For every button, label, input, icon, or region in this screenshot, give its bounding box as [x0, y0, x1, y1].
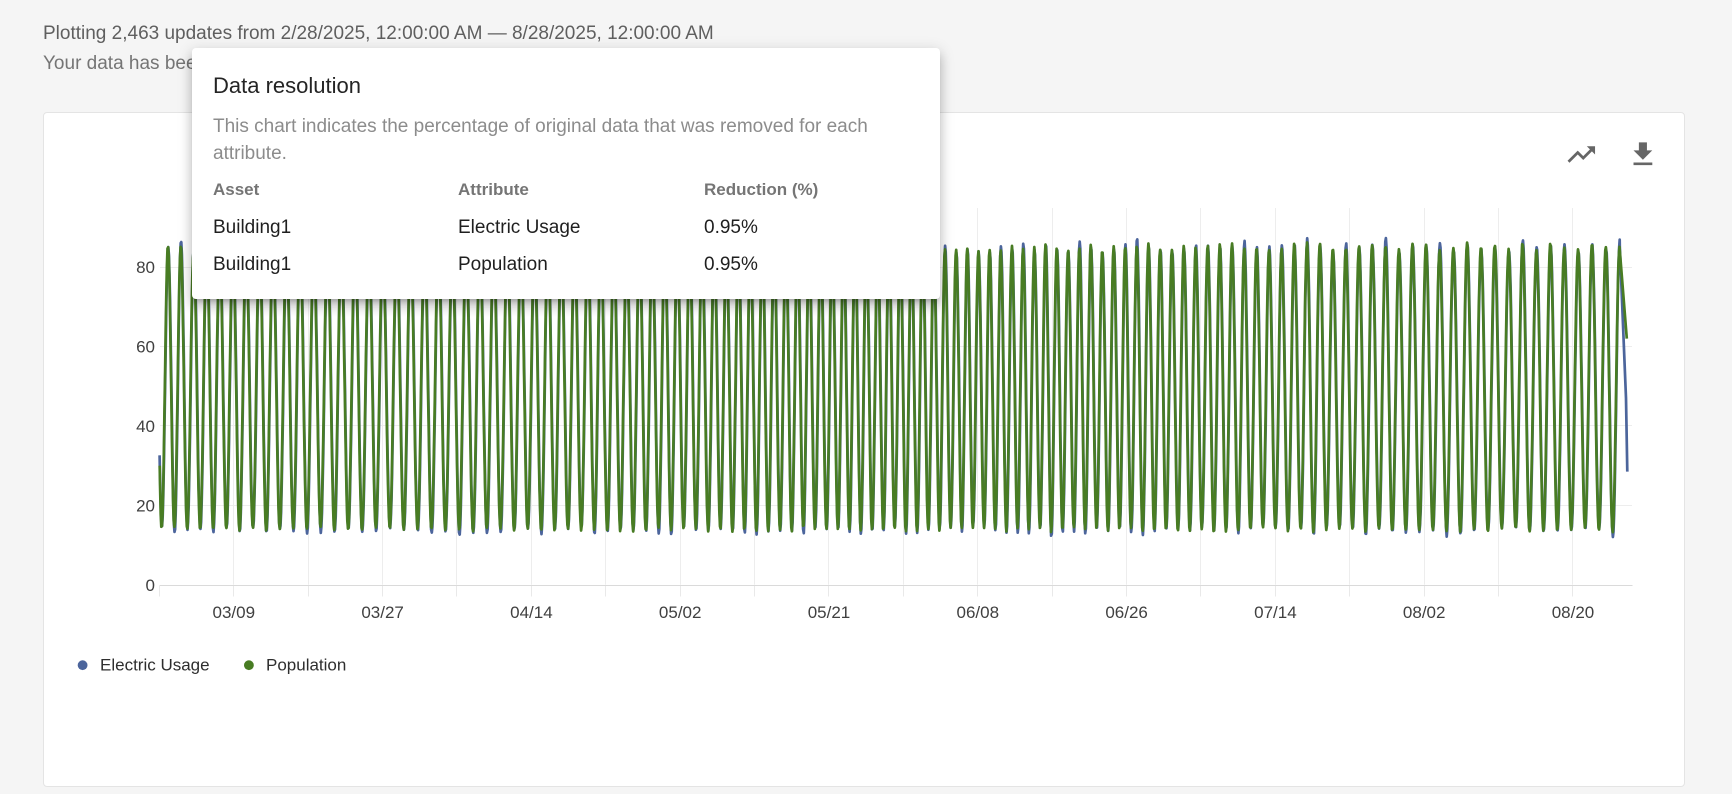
svg-text:20: 20: [136, 496, 155, 515]
svg-text:08/20: 08/20: [1552, 603, 1595, 622]
svg-text:06/08: 06/08: [957, 603, 1000, 622]
svg-text:08/02: 08/02: [1403, 603, 1446, 622]
svg-text:06/26: 06/26: [1105, 603, 1148, 622]
svg-text:07/14: 07/14: [1254, 603, 1297, 622]
svg-text:03/09: 03/09: [213, 603, 256, 622]
svg-text:0: 0: [146, 576, 155, 595]
svg-text:Electric Usage: Electric Usage: [100, 656, 210, 675]
svg-text:60: 60: [136, 338, 155, 357]
svg-text:40: 40: [136, 417, 155, 436]
svg-text:03/27: 03/27: [361, 603, 404, 622]
svg-text:05/21: 05/21: [808, 603, 851, 622]
svg-text:80: 80: [136, 258, 155, 277]
svg-text:05/02: 05/02: [659, 603, 702, 622]
svg-text:04/14: 04/14: [510, 603, 553, 622]
svg-text:Population: Population: [266, 656, 346, 675]
